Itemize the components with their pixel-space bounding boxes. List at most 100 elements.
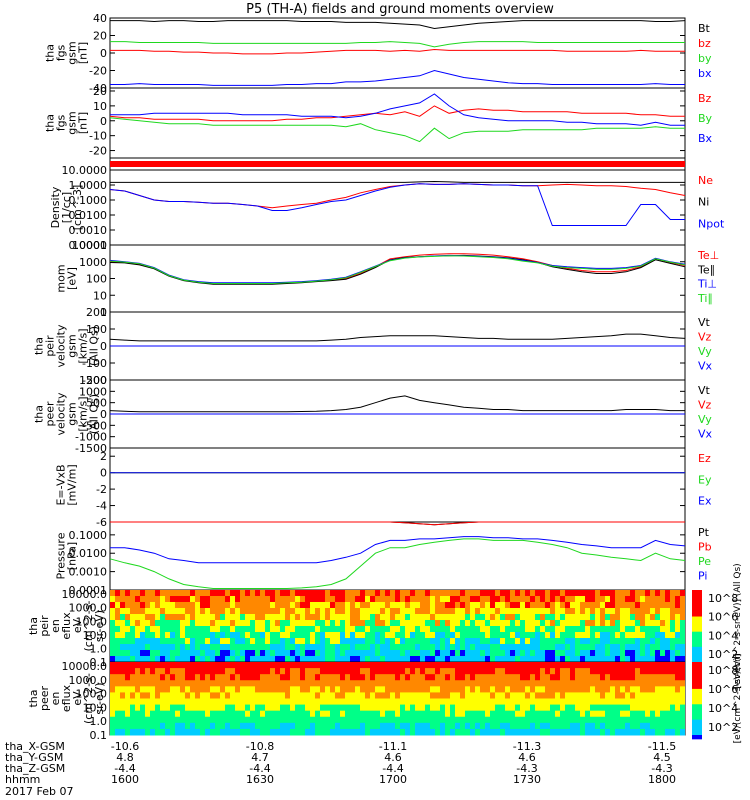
heatmap-cell: [155, 698, 160, 706]
heatmap-cell: [200, 662, 205, 669]
heatmap-cell: [430, 632, 435, 639]
heatmap-cell: [240, 614, 245, 621]
heatmap-cell: [125, 728, 130, 736]
heatmap-cell: [535, 620, 540, 627]
heatmap-cell: [230, 620, 235, 627]
heatmap-cell: [250, 686, 255, 693]
heatmap-cell: [455, 698, 460, 706]
heatmap-cell: [145, 656, 150, 663]
heatmap-cell: [220, 596, 225, 603]
heatmap-cell: [545, 620, 550, 627]
heatmap-cell: [130, 728, 135, 736]
heatmap-cell: [195, 644, 200, 651]
heatmap-cell: [180, 608, 185, 615]
heatmap-cell: [265, 626, 270, 633]
heatmap-cell: [580, 602, 585, 609]
heatmap-cell: [425, 590, 430, 597]
heatmap-cell: [330, 716, 335, 724]
heatmap-cell: [475, 638, 480, 645]
heatmap-cell: [350, 692, 355, 699]
heatmap-cell: [295, 644, 300, 651]
heatmap-cell: [385, 620, 390, 627]
heatmap-cell: [500, 686, 505, 693]
heatmap-cell: [395, 710, 400, 718]
heatmap-cell: [120, 608, 125, 615]
y-tick-label: 10000.0: [62, 660, 108, 673]
heatmap-cell: [140, 596, 145, 603]
heatmap-cell: [510, 692, 515, 699]
heatmap-cell: [515, 686, 520, 693]
heatmap-cell: [580, 590, 585, 597]
heatmap-cell: [220, 620, 225, 627]
heatmap-cell: [665, 620, 670, 627]
heatmap-cell: [520, 626, 525, 633]
heatmap-cell: [570, 692, 575, 699]
heatmap-cell: [365, 704, 370, 712]
heatmap-cell: [195, 710, 200, 718]
heatmap-cell: [380, 650, 385, 657]
heatmap-cell: [415, 614, 420, 621]
heatmap-cell: [110, 596, 115, 603]
heatmap-cell: [180, 614, 185, 621]
heatmap-cell: [595, 632, 600, 639]
heatmap-cell: [380, 698, 385, 706]
heatmap-cell: [555, 728, 560, 736]
heatmap-cell: [415, 680, 420, 687]
heatmap-cell: [520, 590, 525, 597]
heatmap-cell: [315, 698, 320, 706]
heatmap-cell: [570, 662, 575, 669]
heatmap-cell: [175, 662, 180, 669]
y-axis-label: tha: [44, 44, 57, 62]
heatmap-cell: [465, 614, 470, 621]
legend-Ne: Ne: [698, 174, 713, 187]
heatmap-cell: [200, 692, 205, 699]
heatmap-cell: [650, 644, 655, 651]
series-line-Vt: [109, 395, 685, 413]
heatmap-cell: [195, 698, 200, 706]
heatmap-cell: [585, 686, 590, 693]
heatmap-cell: [145, 638, 150, 645]
heatmap-cell: [490, 710, 495, 718]
heatmap-cell: [165, 632, 170, 639]
heatmap-cell: [355, 662, 360, 669]
heatmap-cell: [265, 722, 270, 730]
panel-10: thapeerenefluxeV(cm^2-s-sr-eV)10000.0100…: [27, 654, 743, 744]
heatmap-cell: [400, 596, 405, 603]
heatmap-cell: [190, 590, 195, 597]
heatmap-cell: [285, 638, 290, 645]
heatmap-cell: [140, 686, 145, 693]
heatmap-cell: [515, 698, 520, 706]
heatmap-cell: [445, 608, 450, 615]
panel-frame: [109, 244, 686, 313]
heatmap-cell: [130, 686, 135, 693]
heatmap-cell: [365, 590, 370, 597]
heatmap-cell: [355, 650, 360, 657]
heatmap-cell: [675, 650, 680, 657]
heatmap-cell: [175, 590, 180, 597]
heatmap-cell: [435, 626, 440, 633]
heatmap-cell: [200, 722, 205, 730]
heatmap-cell: [365, 632, 370, 639]
heatmap-cell: [260, 590, 265, 597]
heatmap-cell: [260, 704, 265, 712]
y-axis-label: tha: [33, 405, 46, 423]
heatmap-cell: [435, 608, 440, 615]
heatmap-cell: [215, 692, 220, 699]
heatmap-cell: [120, 722, 125, 730]
heatmap-cell: [275, 686, 280, 693]
heatmap-cell: [420, 608, 425, 615]
heatmap-cell: [350, 632, 355, 639]
heatmap-cell: [315, 596, 320, 603]
heatmap-cell: [425, 602, 430, 609]
heatmap-cell: [120, 590, 125, 597]
heatmap-cell: [545, 596, 550, 603]
heatmap-cell: [295, 632, 300, 639]
heatmap-cell: [330, 710, 335, 718]
heatmap-cell: [640, 626, 645, 633]
heatmap-cell: [210, 632, 215, 639]
heatmap-cell: [480, 590, 485, 597]
heatmap-cell: [540, 650, 545, 657]
heatmap-cell: [305, 650, 310, 657]
heatmap-cell: [680, 668, 685, 675]
heatmap-cell: [350, 608, 355, 615]
